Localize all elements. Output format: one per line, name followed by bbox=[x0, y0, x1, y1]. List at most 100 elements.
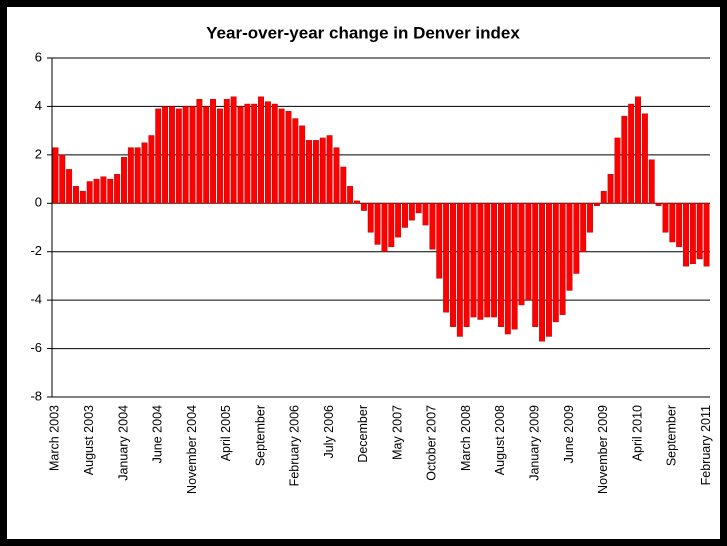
x-tick-label: March 2003 bbox=[48, 405, 62, 471]
x-tick-label: April 2005 bbox=[219, 405, 233, 461]
bar bbox=[552, 203, 559, 323]
x-tick-label: November 2009 bbox=[596, 405, 610, 494]
bar bbox=[175, 108, 182, 204]
bar bbox=[230, 96, 237, 204]
bar bbox=[278, 108, 285, 204]
bar bbox=[216, 108, 223, 204]
bar bbox=[641, 113, 648, 204]
chart-title: Year-over-year change in Denver index bbox=[206, 23, 520, 42]
bar bbox=[326, 135, 333, 204]
bar bbox=[388, 203, 395, 248]
x-tick-label: March 2008 bbox=[459, 405, 473, 471]
bar bbox=[504, 203, 511, 335]
x-tick-label: December bbox=[356, 405, 370, 463]
bar bbox=[203, 106, 210, 204]
y-tick-label: -8 bbox=[30, 388, 42, 403]
bar bbox=[498, 203, 504, 327]
bar bbox=[285, 111, 292, 204]
bar bbox=[237, 106, 244, 204]
bar bbox=[600, 190, 607, 204]
bar bbox=[415, 203, 422, 214]
bar bbox=[655, 203, 662, 206]
bar bbox=[580, 203, 587, 252]
bar bbox=[306, 140, 312, 204]
bar bbox=[635, 96, 641, 204]
bar bbox=[121, 157, 127, 204]
bar bbox=[395, 203, 402, 238]
bar bbox=[669, 203, 676, 243]
bar bbox=[539, 203, 546, 342]
bar bbox=[354, 200, 360, 204]
bar bbox=[614, 137, 621, 204]
bar bbox=[450, 203, 456, 327]
bar bbox=[456, 203, 463, 337]
x-tick-label: May 2007 bbox=[390, 405, 404, 460]
bar bbox=[402, 203, 408, 228]
bar bbox=[148, 135, 155, 204]
y-tick-label: 2 bbox=[35, 146, 42, 161]
chart-background bbox=[7, 7, 720, 539]
x-tick-label: August 2003 bbox=[82, 405, 96, 475]
bar bbox=[52, 147, 59, 204]
bar bbox=[127, 147, 134, 204]
bar bbox=[360, 203, 367, 211]
bar bbox=[299, 125, 306, 204]
x-tick-label: September bbox=[665, 405, 679, 466]
x-tick-label: November 2004 bbox=[185, 405, 199, 494]
bar bbox=[258, 96, 264, 204]
bar bbox=[703, 203, 710, 267]
x-tick-label: July 2006 bbox=[322, 405, 336, 459]
bar bbox=[340, 166, 347, 204]
bar bbox=[689, 203, 696, 265]
bar bbox=[429, 203, 436, 250]
bar bbox=[182, 106, 189, 204]
y-tick-label: 6 bbox=[35, 49, 42, 64]
y-tick-label: -4 bbox=[30, 292, 42, 307]
bar bbox=[573, 203, 580, 274]
bar bbox=[59, 154, 66, 204]
bar bbox=[210, 98, 217, 204]
bar bbox=[525, 203, 532, 301]
bar bbox=[107, 178, 114, 204]
x-tick-label: April 2010 bbox=[630, 405, 644, 461]
bar bbox=[532, 203, 539, 327]
y-tick-label: 0 bbox=[35, 195, 42, 210]
bar bbox=[511, 203, 518, 330]
bar bbox=[79, 190, 86, 204]
bar bbox=[141, 142, 148, 204]
bar bbox=[264, 101, 271, 204]
bar bbox=[155, 108, 162, 204]
bar bbox=[86, 181, 93, 204]
y-tick-label: -2 bbox=[30, 243, 42, 258]
bar bbox=[621, 115, 628, 204]
bar bbox=[477, 203, 484, 320]
x-tick-label: June 2004 bbox=[151, 405, 165, 463]
bar bbox=[696, 203, 703, 260]
bar bbox=[593, 203, 600, 206]
bar bbox=[443, 203, 450, 313]
bar bbox=[134, 147, 141, 204]
bar bbox=[381, 203, 388, 252]
bar bbox=[545, 203, 552, 337]
bar bbox=[319, 137, 326, 204]
bar bbox=[66, 169, 73, 204]
bar bbox=[484, 203, 491, 318]
bar bbox=[491, 203, 498, 318]
bar bbox=[367, 203, 374, 233]
bar bbox=[244, 103, 251, 204]
bar bbox=[662, 203, 669, 233]
bar bbox=[223, 98, 230, 204]
bar bbox=[648, 159, 655, 204]
bar bbox=[676, 203, 683, 248]
bar bbox=[189, 106, 196, 204]
x-tick-label: September bbox=[253, 405, 267, 466]
bar bbox=[463, 203, 470, 327]
bar bbox=[518, 203, 525, 306]
y-tick-label: 4 bbox=[35, 98, 42, 113]
bar bbox=[100, 176, 107, 204]
x-tick-label: October 2007 bbox=[425, 405, 439, 481]
bar bbox=[93, 178, 100, 204]
x-tick-label: January 2004 bbox=[116, 405, 130, 481]
x-tick-label: January 2009 bbox=[528, 405, 542, 481]
bar bbox=[114, 174, 121, 204]
